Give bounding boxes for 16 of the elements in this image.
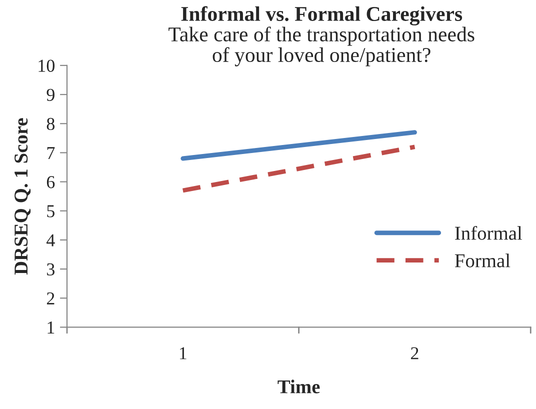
legend-label: Formal (454, 254, 510, 268)
y-tick-label: 2 (46, 292, 54, 304)
chart-subtitle: Take care of the transportation needs of your loved one/patient? (168, 26, 474, 66)
y-tick-label: 9 (46, 88, 54, 101)
y-tick-label: 6 (46, 176, 55, 188)
x-axis-title: Time (278, 380, 320, 394)
y-tick-label: 7 (47, 147, 55, 159)
y-tick-label: 3 (47, 263, 54, 276)
y-tick-label: 8 (46, 118, 55, 130)
legend-label: Informal (455, 226, 522, 240)
y-axis-title: DRSEQ Q. 1 Score (14, 118, 31, 275)
y-tick-label: 10 (38, 60, 55, 72)
y-tick-label: 1 (48, 322, 54, 334)
y-tick-label: 4 (46, 234, 55, 246)
y-tick-label: 5 (47, 205, 54, 218)
chart-title: Informal vs. Formal Caregivers (181, 6, 462, 26)
